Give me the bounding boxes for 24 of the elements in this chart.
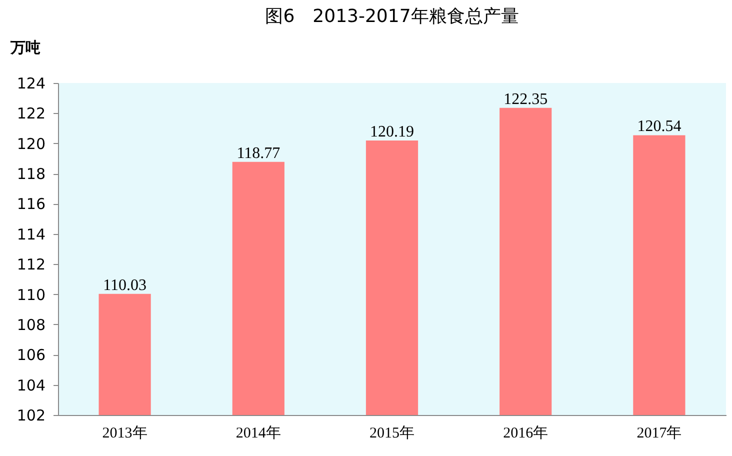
y-tick-label: 124 <box>16 74 46 92</box>
y-tick-label: 108 <box>16 316 46 334</box>
y-tick-label: 102 <box>16 406 46 424</box>
y-tick-label: 112 <box>16 256 46 274</box>
y-tick-label: 114 <box>16 225 46 244</box>
y-tick-label: 122 <box>16 104 46 123</box>
x-tick-label: 2017年 <box>636 424 682 442</box>
y-tick-label: 106 <box>16 346 46 364</box>
y-tick-label: 120 <box>16 134 46 153</box>
y-tick-label: 118 <box>16 165 46 184</box>
data-label: 122.35 <box>504 90 548 108</box>
y-tick-label: 116 <box>16 195 46 214</box>
data-label: 120.54 <box>637 118 682 136</box>
x-tick-label: 2016年 <box>503 424 548 442</box>
data-label: 110.03 <box>103 276 147 294</box>
x-tick-label: 2014年 <box>236 424 281 442</box>
y-axis-title: 万吨 <box>10 38 40 56</box>
x-tick-label: 2015年 <box>370 424 414 442</box>
data-label: 118.77 <box>236 144 280 162</box>
x-tick-label: 2013年 <box>102 424 148 442</box>
chart-title: 图6 2013-2017年粮食总产量 <box>265 6 519 27</box>
y-tick-label: 104 <box>16 376 46 394</box>
data-label: 120.19 <box>370 123 414 140</box>
y-tick-label: 110 <box>16 286 46 304</box>
